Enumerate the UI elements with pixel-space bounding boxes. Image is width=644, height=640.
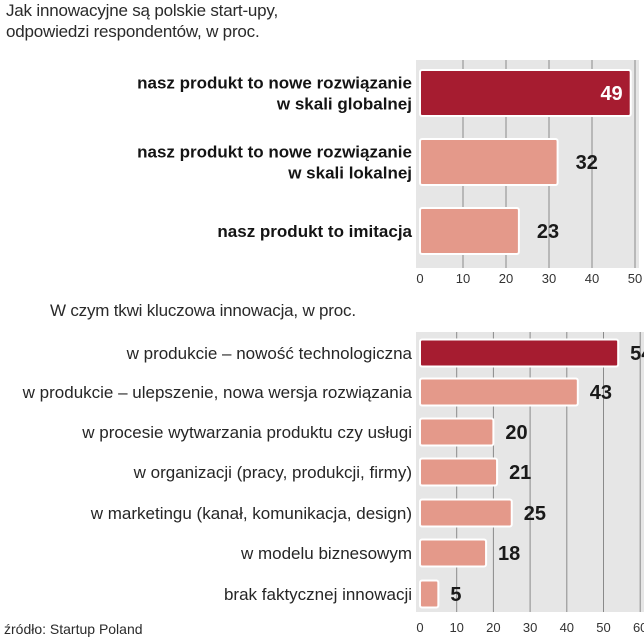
value-label: 49 (600, 83, 622, 105)
bar (419, 207, 520, 255)
bar (419, 377, 579, 407)
category-label: w produkcie – nowość technologiczna (126, 344, 413, 363)
category-label: nasz produkt to nowe rozwiązanie w skali … (137, 74, 412, 114)
category-label: brak faktycznej innowacji (224, 585, 412, 604)
value-label: 54 (630, 343, 644, 365)
value-label: 43 (590, 382, 612, 404)
bar (419, 69, 632, 117)
tick-label: 30 (542, 271, 556, 286)
bar (419, 338, 620, 368)
tick-label: 40 (585, 271, 599, 286)
tick-label: 0 (416, 620, 423, 635)
value-label: 23 (537, 221, 559, 243)
chart1-title: Jak innowacyjne są polskie start-upy, od… (6, 0, 278, 42)
tick-label: 50 (628, 271, 642, 286)
tick-label: 60 (633, 620, 644, 635)
tick-label: 20 (486, 620, 500, 635)
tick-label: 50 (596, 620, 610, 635)
source-note: źródło: Startup Poland (4, 621, 143, 637)
category-label: w marketingu (kanał, komunikacja, design… (90, 504, 412, 523)
tick-label: 40 (560, 620, 574, 635)
category-label: w procesie wytwarzania produktu czy usłu… (81, 423, 412, 442)
tick-label: 10 (456, 271, 470, 286)
value-label: 20 (505, 422, 527, 444)
tick-label: 10 (449, 620, 463, 635)
bar (419, 457, 499, 487)
category-label: nasz produkt to nowe rozwiązanie w skali … (137, 143, 412, 183)
value-label: 18 (498, 543, 520, 565)
category-label: w organizacji (pracy, produkcji, firmy) (133, 463, 412, 482)
bar (419, 579, 440, 609)
chart2-title: W czym tkwi kluczowa innowacja, w proc. (50, 301, 356, 320)
category-label: nasz produkt to imitacja (217, 222, 412, 241)
bar (419, 498, 513, 528)
chart1-title-line: Jak innowacyjne są polskie start-upy, (6, 1, 278, 20)
category-label: w modelu biznesowym (240, 544, 412, 563)
value-label: 21 (509, 462, 531, 484)
tick-label: 20 (499, 271, 513, 286)
bar (419, 138, 559, 186)
chart1-title-line: odpowiedzi respondentów, w proc. (6, 22, 260, 41)
tick-label: 0 (416, 271, 423, 286)
value-label: 25 (524, 503, 546, 525)
value-label: 5 (450, 584, 461, 606)
value-label: 32 (576, 152, 598, 174)
category-label: w produkcie – ulepszenie, nowa wersja ro… (22, 383, 413, 402)
bar (419, 538, 488, 568)
bar (419, 417, 495, 447)
tick-label: 30 (523, 620, 537, 635)
